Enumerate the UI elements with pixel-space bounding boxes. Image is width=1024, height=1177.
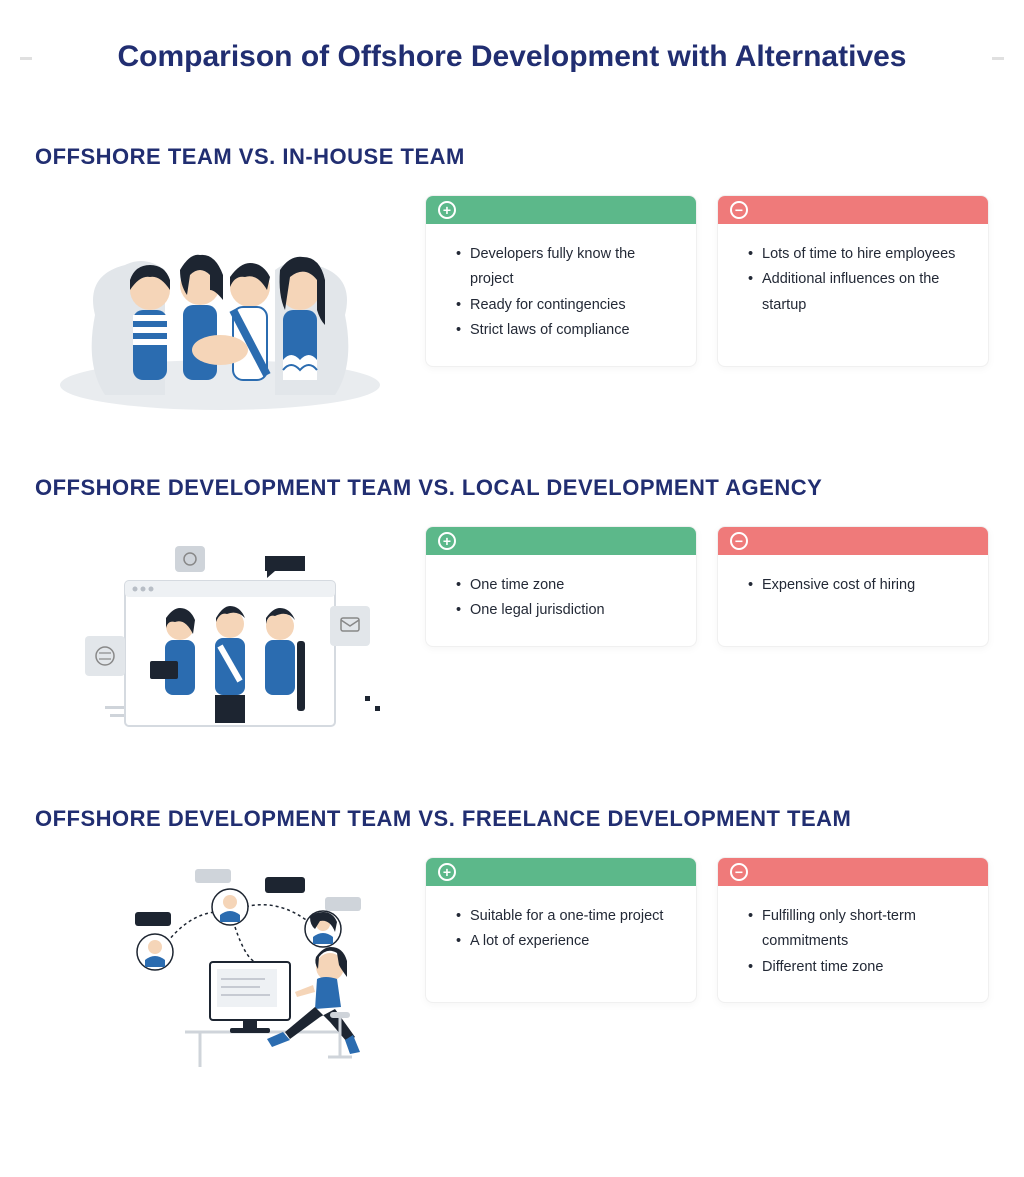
list-item: Ready for contingencies xyxy=(456,293,674,318)
team-hands-icon xyxy=(35,195,405,415)
pros-body: Developers fully know the projectReady f… xyxy=(426,224,696,366)
list-item: Lots of time to hire employees xyxy=(748,242,966,267)
list-item: Different time zone xyxy=(748,955,966,980)
cons-header: − xyxy=(718,858,988,886)
plus-icon: + xyxy=(438,863,456,881)
pros-body: One time zoneOne legal jurisdiction xyxy=(426,555,696,646)
sections-container: OFFSHORE TEAM VS. IN-HOUSE TEAM + Develope… xyxy=(35,144,989,1077)
cons-body: Lots of time to hire employeesAdditional… xyxy=(718,224,988,340)
pros-header: + xyxy=(426,196,696,224)
list-item: Strict laws of compliance xyxy=(456,318,674,343)
section-heading: OFFSHORE DEVELOPMENT TEAM VS. LOCAL DEVE… xyxy=(35,475,989,501)
pros-header: + xyxy=(426,858,696,886)
cons-body: Fulfilling only short-term commitmentsDi… xyxy=(718,886,988,1002)
section-content: + Developers fully know the projectReady … xyxy=(35,195,989,415)
cons-card: − Lots of time to hire employeesAdditiona… xyxy=(717,195,989,367)
agency-window-icon xyxy=(35,526,405,746)
freelance-remote-icon xyxy=(35,857,405,1077)
cards-row: + Developers fully know the projectReady … xyxy=(425,195,989,367)
list-item: A lot of experience xyxy=(456,929,674,954)
cons-card: − Fulfilling only short-term commitmentsD… xyxy=(717,857,989,1003)
list-item: Additional influences on the startup xyxy=(748,267,966,318)
page-title: Comparison of Offshore Development with … xyxy=(35,40,989,74)
section-heading: OFFSHORE DEVELOPMENT TEAM VS. FREELANCE … xyxy=(35,806,989,832)
cons-body: Expensive cost of hiring xyxy=(718,555,988,620)
section-heading: OFFSHORE TEAM VS. IN-HOUSE TEAM xyxy=(35,144,989,170)
pros-body: Suitable for a one-time projectA lot of … xyxy=(426,886,696,977)
list-item: One time zone xyxy=(456,573,674,598)
list-item: Suitable for a one-time project xyxy=(456,904,674,929)
section-content: + One time zoneOne legal jurisdiction − Exp… xyxy=(35,526,989,746)
plus-icon: + xyxy=(438,201,456,219)
pros-header: + xyxy=(426,527,696,555)
section-content: + Suitable for a one-time projectA lot of… xyxy=(35,857,989,1077)
comparison-section: OFFSHORE DEVELOPMENT TEAM VS. FREELANCE … xyxy=(35,806,989,1077)
cons-header: − xyxy=(718,196,988,224)
cons-card: − Expensive cost of hiring xyxy=(717,526,989,647)
comparison-section: OFFSHORE DEVELOPMENT TEAM VS. LOCAL DEVE… xyxy=(35,475,989,746)
freelance-remote-illustration xyxy=(35,857,405,1077)
cons-header: − xyxy=(718,527,988,555)
list-item: Fulfilling only short-term commitments xyxy=(748,904,966,955)
pros-card: + Suitable for a one-time projectA lot of… xyxy=(425,857,697,1003)
list-item: One legal jurisdiction xyxy=(456,598,674,623)
comparison-section: OFFSHORE TEAM VS. IN-HOUSE TEAM + Develope… xyxy=(35,144,989,415)
cards-row: + Suitable for a one-time projectA lot of… xyxy=(425,857,989,1003)
cards-row: + One time zoneOne legal jurisdiction − Exp… xyxy=(425,526,989,647)
pros-card: + Developers fully know the projectReady … xyxy=(425,195,697,367)
minus-icon: − xyxy=(730,201,748,219)
list-item: Developers fully know the project xyxy=(456,242,674,293)
minus-icon: − xyxy=(730,532,748,550)
team-hands-illustration xyxy=(35,195,405,415)
agency-window-illustration xyxy=(35,526,405,746)
pros-card: + One time zoneOne legal jurisdiction xyxy=(425,526,697,647)
plus-icon: + xyxy=(438,532,456,550)
list-item: Expensive cost of hiring xyxy=(748,573,966,598)
minus-icon: − xyxy=(730,863,748,881)
